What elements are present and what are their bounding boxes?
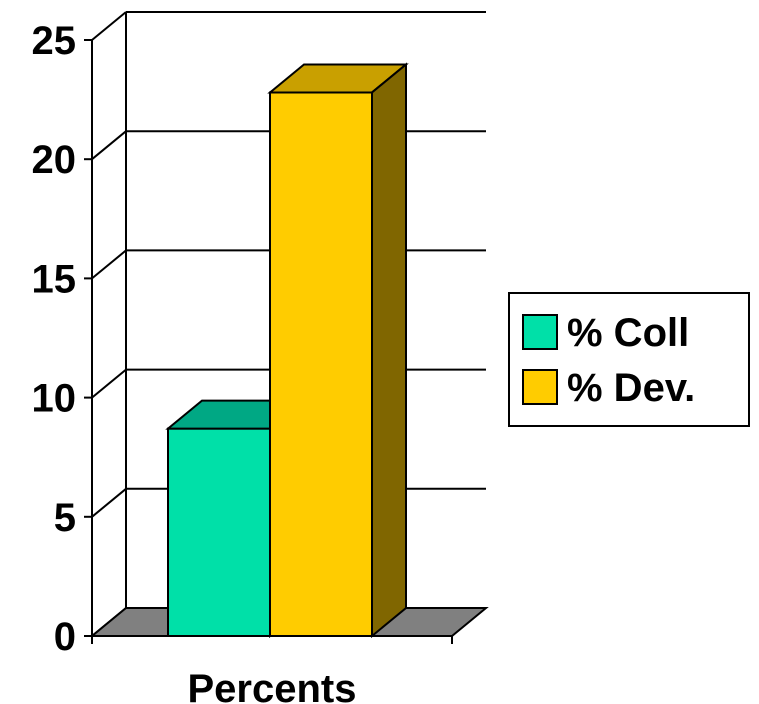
legend-item-coll: % Coll (522, 311, 689, 355)
wall-gridline (91, 130, 127, 160)
wall-gridline (91, 488, 127, 518)
legend-swatch-coll (522, 314, 558, 350)
wall-gridline (91, 11, 127, 41)
y-tick-label: 0 (54, 615, 76, 659)
chart-bars (165, 62, 409, 639)
wall-gridline (91, 368, 127, 399)
legend-label-dev: % Dev. (567, 366, 695, 410)
y-tick-label: 20 (32, 138, 77, 182)
wall-gridline (91, 249, 127, 280)
y-axis-tick-labels: 0 5 10 15 20 25 (32, 19, 77, 659)
bar-front (167, 427, 271, 638)
y-tick-label: 25 (32, 19, 77, 63)
legend-label-coll: % Coll (567, 311, 689, 355)
y-tick-label: 5 (54, 496, 76, 540)
bar (267, 62, 409, 639)
y-tick-label: 10 (32, 377, 77, 421)
y-tick-label: 15 (32, 257, 77, 301)
legend: % Coll % Dev. (508, 292, 750, 427)
legend-swatch-dev (522, 369, 558, 405)
bar-front (269, 91, 373, 637)
legend-item-dev: % Dev. (522, 366, 695, 410)
x-category-label: Percents (188, 667, 357, 704)
bar-side (371, 62, 407, 639)
